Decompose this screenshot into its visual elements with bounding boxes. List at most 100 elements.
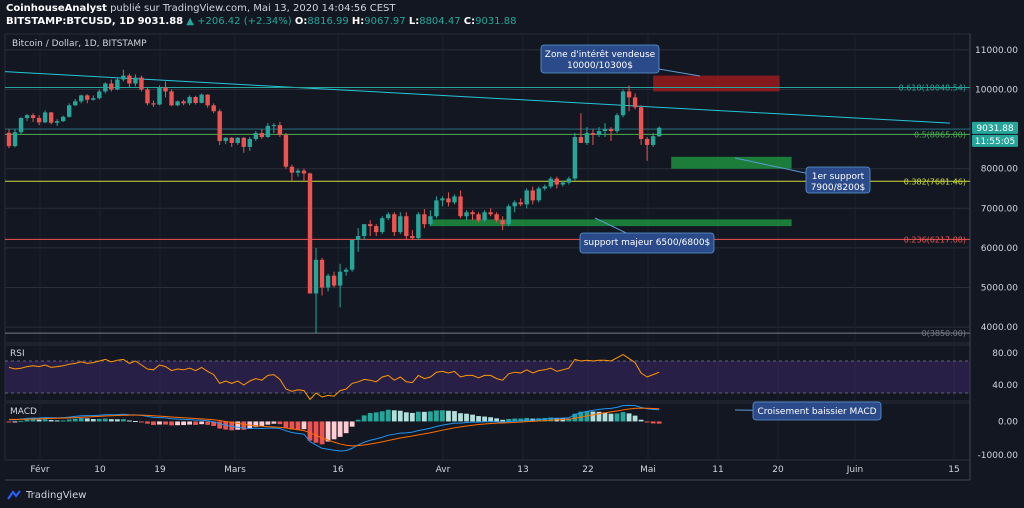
macd-histogram-bar: [283, 421, 289, 428]
macd-histogram-bar: [470, 414, 475, 422]
candle: [386, 214, 391, 219]
candle: [416, 214, 421, 239]
macd-histogram-bar: [163, 421, 168, 425]
macd-histogram-bar: [325, 421, 331, 442]
candle: [115, 79, 120, 90]
callout-macd-cross: [752, 401, 882, 421]
callout-support-1: [805, 166, 871, 194]
y-tick-label: 11000.00: [975, 46, 1018, 56]
candle: [121, 75, 126, 80]
candle: [277, 125, 283, 136]
candle: [163, 87, 168, 92]
macd-histogram-bar: [638, 419, 644, 422]
macd-histogram-bar: [265, 421, 271, 425]
macd-histogram-bar: [151, 421, 156, 425]
high-value: 9067.97: [364, 16, 406, 27]
macd-histogram-bar: [145, 421, 150, 424]
candle: [18, 117, 24, 133]
candle: [73, 101, 78, 106]
candle: [524, 190, 529, 205]
macd-histogram-bar: [590, 411, 596, 422]
macd-histogram-bar: [253, 421, 259, 427]
candle: [343, 269, 349, 272]
candle: [650, 136, 656, 145]
macd-histogram-bar: [644, 421, 650, 423]
macd-histogram-bar: [60, 420, 66, 422]
macd-histogram-bar: [373, 412, 379, 422]
candle: [506, 206, 511, 225]
macd-histogram-bar: [120, 419, 126, 422]
macd-histogram-bar: [331, 421, 337, 440]
macd-histogram-bar: [482, 416, 487, 422]
macd-histogram-bar: [494, 418, 500, 422]
macd-histogram-bar: [440, 410, 445, 422]
macd-histogram-bar: [542, 418, 548, 422]
macd-histogram-bar: [620, 412, 626, 422]
fib-label: 0.618(10048.54): [899, 84, 966, 93]
macd-histogram-bar: [307, 421, 313, 441]
macd-histogram-bar: [518, 418, 524, 422]
rsi-label: RSI: [10, 349, 25, 359]
candle: [620, 91, 626, 116]
macd-line: [8, 404, 660, 452]
rsi-band: [5, 361, 970, 393]
candle: [223, 137, 228, 141]
x-tick-label: Juin: [846, 465, 864, 475]
candle: [48, 112, 54, 123]
macd-histogram-bar: [277, 421, 283, 425]
macd-histogram-bar: [24, 419, 30, 422]
x-tick-label: 15: [948, 465, 959, 475]
macd-histogram-bar: [127, 420, 132, 422]
candle: [42, 112, 48, 123]
macd-histogram-bar: [175, 421, 180, 426]
candle: [24, 115, 30, 118]
callout-support-major-text: support majeur 6500/6800$: [584, 238, 711, 248]
candle: [512, 202, 517, 207]
macd-histogram-bar: [409, 412, 415, 422]
candle: [488, 212, 493, 215]
candle: [217, 111, 222, 141]
macd-histogram-bar: [211, 421, 217, 426]
macd-histogram-bar: [608, 413, 614, 422]
candle: [458, 196, 463, 217]
macd-histogram-bar: [566, 418, 572, 422]
candle: [530, 190, 535, 201]
fib-label: 0.5(8865.00): [914, 130, 966, 139]
candle: [175, 101, 180, 106]
macd-histogram-bar: [391, 410, 397, 422]
candle: [602, 129, 608, 132]
countdown-value: 11:55:05: [975, 137, 1015, 147]
candle: [446, 198, 451, 203]
macd-histogram-bar: [313, 421, 319, 443]
close-value: 9031.88: [475, 16, 517, 27]
macd-histogram-bar: [271, 421, 277, 424]
rsi-tick-label: 80.00: [992, 349, 1018, 359]
candle: [404, 216, 409, 237]
candle: [259, 133, 265, 137]
candle: [36, 117, 42, 123]
callout-resistance-text: Zone d'intérêt vendeuse: [545, 49, 656, 60]
macd-histogram-bar: [6, 421, 12, 423]
macd-histogram-bar: [193, 421, 199, 425]
macd-histogram-bar: [632, 415, 638, 422]
macd-histogram-bar: [217, 421, 223, 429]
macd-histogram-bar: [48, 419, 54, 422]
macd-histogram-bar: [289, 421, 295, 430]
macd-histogram-bar: [72, 418, 78, 422]
publish-info: publié sur TradingView.com, Mai 13, 2020…: [110, 3, 396, 14]
macd-histogram-bar: [500, 419, 506, 422]
candle: [253, 133, 259, 139]
candle: [554, 178, 560, 185]
candle: [265, 125, 271, 137]
candle: [428, 216, 433, 225]
macd-histogram-bar: [319, 421, 325, 445]
quote-header: BITSTAMP:BTCUSD, 1D 9031.88 ▲ +206.42 (+…: [6, 16, 517, 27]
candle: [638, 107, 644, 139]
macd-histogram-bar: [259, 421, 265, 427]
macd-histogram-bar: [133, 420, 138, 422]
x-tick-label: 19: [154, 465, 166, 475]
macd-histogram-bar: [506, 418, 512, 422]
zone-support-1: [671, 156, 792, 169]
candle: [349, 240, 355, 270]
